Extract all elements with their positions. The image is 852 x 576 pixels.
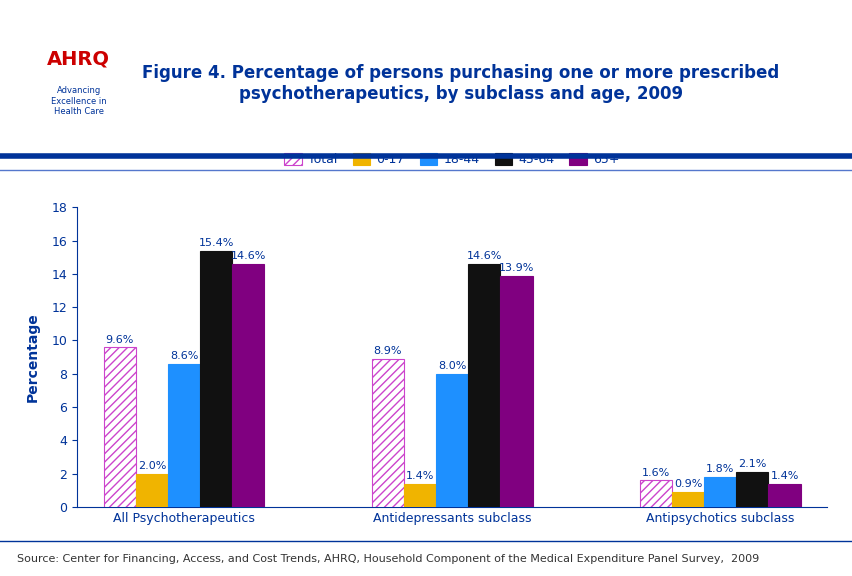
Bar [403,484,435,507]
Text: Advancing
Excellence in
Health Care: Advancing Excellence in Health Care [51,86,106,116]
Bar [135,473,168,507]
Text: 9.6%: 9.6% [106,335,134,344]
Text: 13.9%: 13.9% [498,263,533,273]
Text: 1.6%: 1.6% [641,468,669,478]
Text: 0.9%: 0.9% [673,479,701,490]
Text: 2.1%: 2.1% [737,460,766,469]
Bar [435,374,468,507]
Bar [703,477,735,507]
Bar [735,472,768,507]
Text: 8.6%: 8.6% [170,351,198,361]
Bar [671,492,703,507]
Y-axis label: Percentage: Percentage [26,312,40,402]
Text: 15.4%: 15.4% [199,238,233,248]
Legend: Total, 0-17, 18-44, 45-64, 65+: Total, 0-17, 18-44, 45-64, 65+ [279,147,624,171]
Text: 1.8%: 1.8% [705,464,734,475]
Bar [639,480,671,507]
Text: 2.0%: 2.0% [137,461,166,471]
Text: 8.9%: 8.9% [373,346,401,357]
Text: 14.6%: 14.6% [466,252,501,262]
Bar [103,347,135,507]
Bar [168,364,200,507]
Text: Figure 4. Percentage of persons purchasing one or more prescribed
psychotherapeu: Figure 4. Percentage of persons purchasi… [141,64,779,103]
Text: 8.0%: 8.0% [437,361,466,372]
Text: AHRQ: AHRQ [48,50,110,69]
Text: 14.6%: 14.6% [230,252,266,262]
Bar [232,264,264,507]
Text: Source: Center for Financing, Access, and Cost Trends, AHRQ, Household Component: Source: Center for Financing, Access, an… [17,554,758,563]
Bar [371,359,403,507]
Bar [200,251,232,507]
Bar [768,484,800,507]
Bar [468,264,500,507]
Text: 1.4%: 1.4% [406,471,434,481]
Bar [500,275,532,507]
Text: 1.4%: 1.4% [769,471,797,481]
